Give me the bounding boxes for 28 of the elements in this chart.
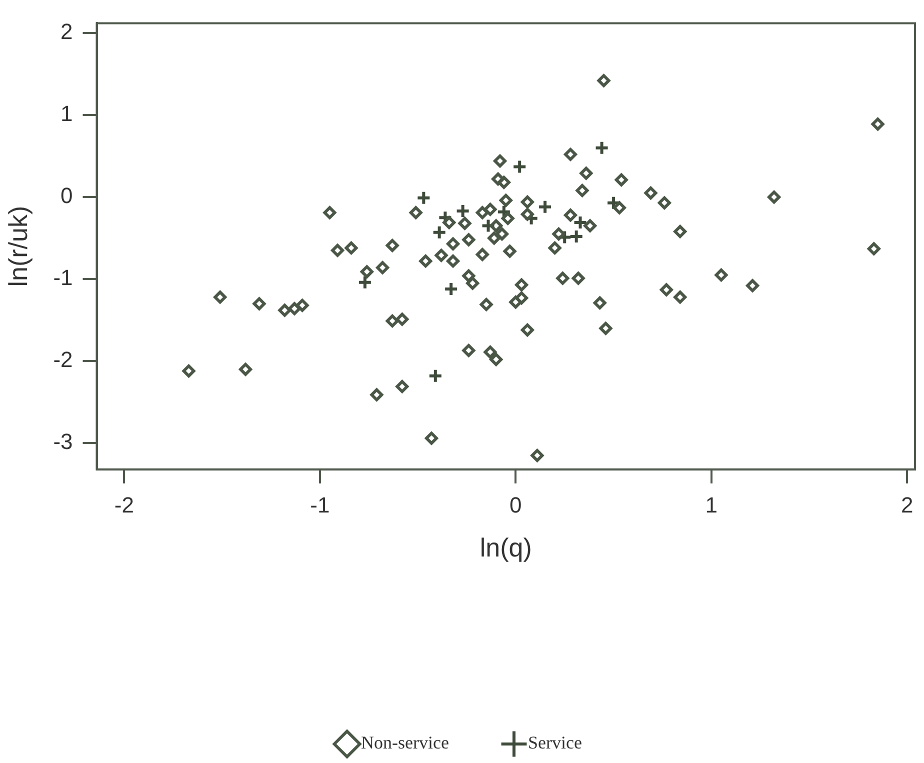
x-tick-label: 1: [705, 492, 718, 518]
point: [538, 199, 553, 214]
x-tick-label: -1: [310, 492, 330, 518]
y-tick-label: -1: [53, 265, 73, 290]
y-tick-label: 2: [60, 19, 73, 44]
y-tick-label: 1: [60, 101, 73, 126]
point: [416, 190, 432, 206]
legend-label: Service: [528, 732, 582, 753]
point: [557, 230, 572, 245]
x-tick-label: 0: [510, 492, 522, 518]
x-axis-title: ln(q): [480, 532, 532, 563]
x-tick-label: 2: [901, 492, 914, 518]
point: [455, 204, 470, 219]
x-tick-label: -2: [114, 492, 134, 518]
point: [594, 140, 610, 156]
point: [572, 215, 588, 230]
point: [480, 218, 496, 234]
y-tick-label: 0: [60, 183, 73, 208]
point: [568, 228, 584, 244]
point: [444, 281, 459, 296]
point: [357, 274, 372, 290]
y-tick-label: -3: [53, 429, 73, 454]
y-axis-title: ln(r/uk): [2, 206, 33, 287]
point: [512, 159, 528, 174]
legend-label: Non-service: [361, 732, 450, 753]
point: [428, 368, 443, 384]
point: [432, 224, 447, 240]
y-tick-label: -2: [53, 347, 73, 372]
